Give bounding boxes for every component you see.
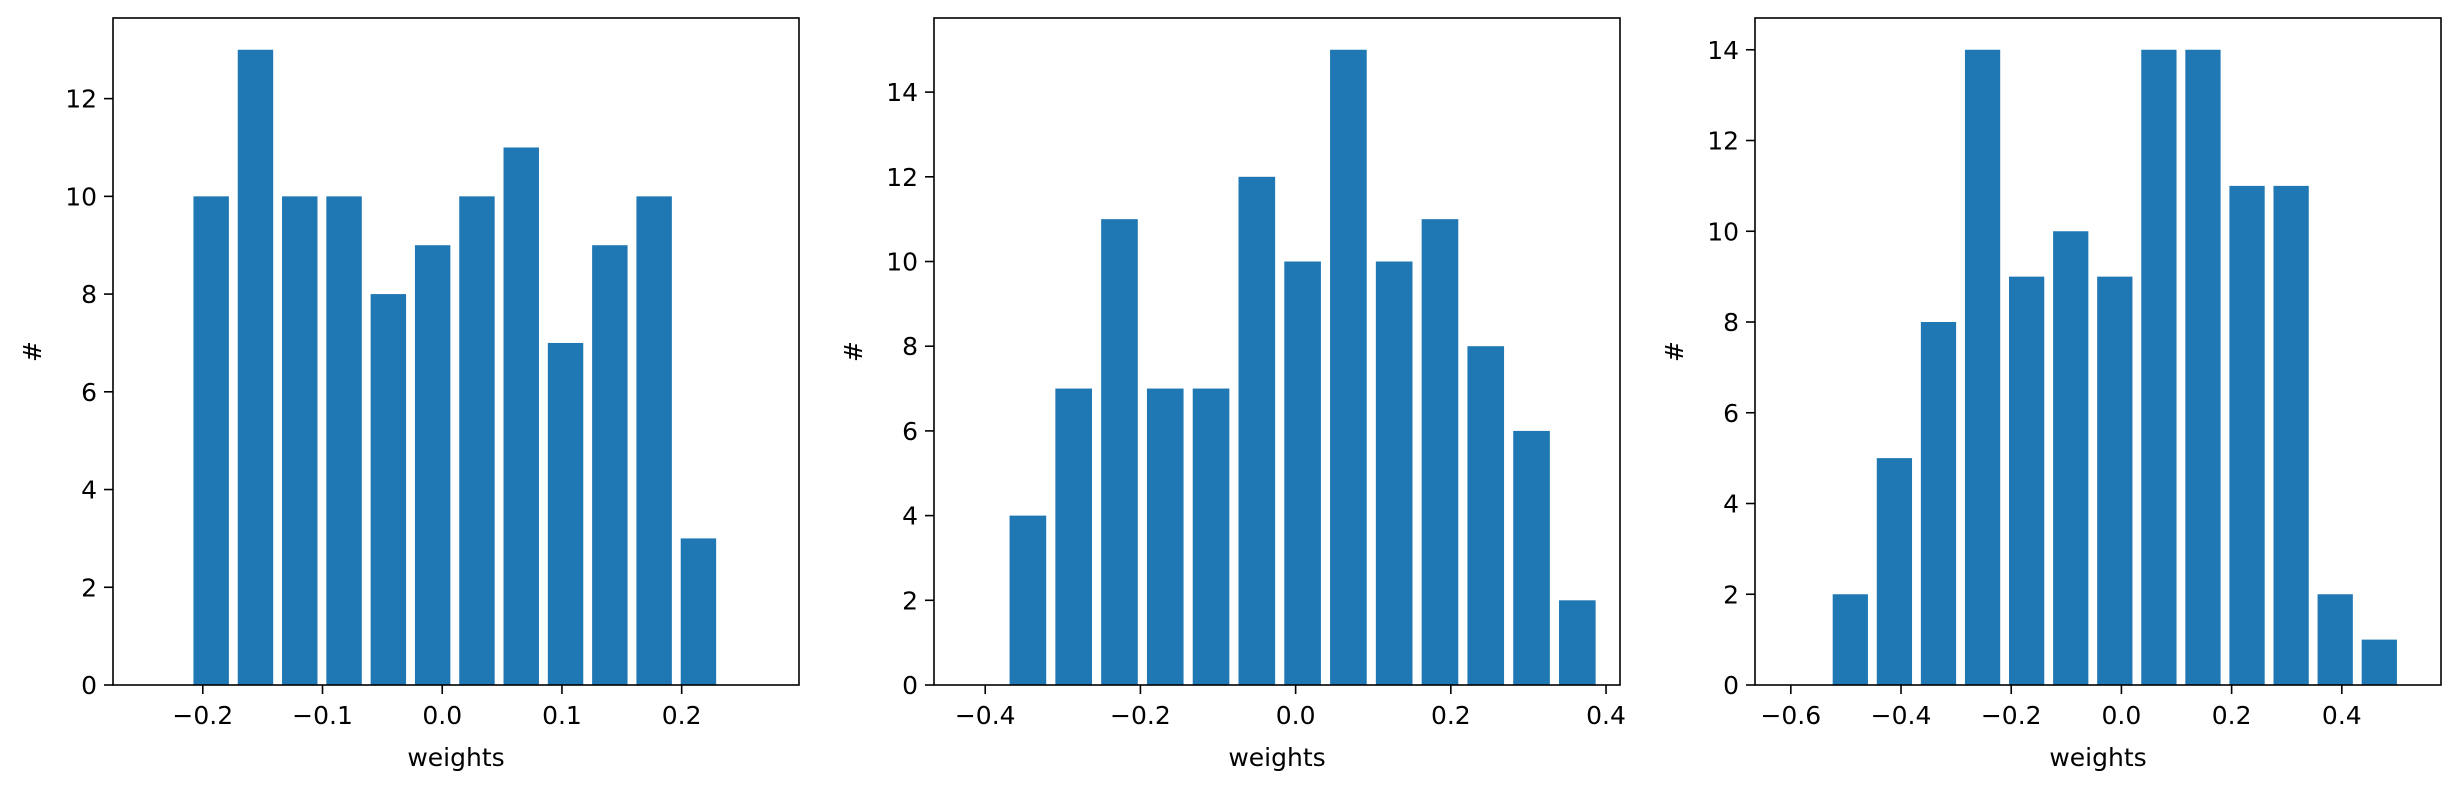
bar-10	[592, 245, 628, 685]
x-tick-label: −0.4	[955, 701, 1016, 730]
bar-5	[2009, 276, 2045, 685]
y-tick-label: 4	[902, 502, 918, 531]
x-tick-label: 0.2	[662, 701, 702, 730]
histogram-panel-2: −0.4 −0.2 0.0 0.2 0.4 0 2 4 6 8 10 12 14 weights #	[839, 17, 1626, 772]
bar-5	[370, 294, 407, 685]
x-tick-label: 0.2	[1431, 701, 1471, 730]
bar-11	[1467, 346, 1505, 685]
bar-6	[2053, 231, 2089, 686]
x-tick-label: 0.2	[2212, 701, 2252, 730]
bar-8	[503, 147, 539, 685]
bar-7	[1284, 261, 1321, 685]
y-tick-label: 0	[1723, 671, 1739, 700]
x-tick-label: 0.4	[1586, 701, 1626, 730]
bar-10	[2229, 185, 2265, 686]
bar-1	[1009, 515, 1047, 685]
bar-1	[1832, 594, 1868, 685]
y-axis-title: #	[18, 341, 47, 362]
x-tick-label: 0.0	[1276, 701, 1316, 730]
x-axis-title: weights	[1228, 743, 1325, 772]
y-tick-label: 0	[902, 671, 918, 700]
bar-1	[193, 196, 229, 685]
y-tick-label: 12	[1707, 127, 1739, 156]
bar-4	[1146, 388, 1184, 685]
y-tick-label: 4	[1723, 490, 1739, 519]
bar-7	[459, 196, 495, 685]
x-tick-label: 0.4	[2322, 701, 2362, 730]
bar-4	[326, 196, 362, 685]
x-tick-label: −0.1	[292, 701, 353, 730]
bar-9	[1375, 261, 1413, 685]
x-tick-label: 0.1	[542, 701, 582, 730]
histogram-panel-1: −0.2 −0.1 0.0 0.1 0.2 0 2 4 6 8 10 12 weights #	[18, 17, 800, 772]
bar-4	[1964, 49, 2001, 686]
axes-frame	[112, 17, 800, 686]
x-tick-label: −0.2	[1110, 701, 1171, 730]
bar-8	[1330, 49, 1367, 686]
bar-7	[2097, 276, 2133, 685]
y-tick-label: 14	[1707, 36, 1739, 65]
bar-12	[680, 538, 717, 685]
y-tick-label: 2	[1723, 580, 1739, 609]
bar-8	[2141, 49, 2177, 686]
y-tick-label: 2	[81, 573, 97, 602]
y-tick-label: 0	[81, 671, 97, 700]
x-tick-label: 0.0	[2102, 701, 2142, 730]
bar-12	[2317, 594, 2353, 685]
y-tick-label: 12	[886, 163, 918, 192]
histogram-panel-3: −0.6 −0.4 −0.2 0.0 0.2 0.4 0 2 4 6 8 10 12 14 weights #	[1660, 17, 2442, 772]
bar-9	[2185, 49, 2221, 686]
bar-3	[1920, 322, 1957, 685]
bar-5	[1192, 388, 1230, 685]
bar-13	[2361, 639, 2397, 685]
axes-frame	[1754, 17, 2442, 686]
y-tick-label: 10	[65, 182, 97, 211]
bar-9	[547, 342, 584, 685]
bar-6	[1238, 176, 1276, 686]
y-axis-title: #	[1660, 341, 1689, 362]
bar-2	[237, 49, 274, 686]
y-tick-label: 14	[886, 78, 918, 107]
bar-3	[1101, 219, 1138, 685]
bar-12	[1513, 430, 1550, 685]
y-tick-label: 12	[65, 85, 97, 114]
bar-3	[282, 196, 318, 685]
y-tick-label: 2	[902, 586, 918, 615]
x-tick-label: −0.2	[172, 701, 233, 730]
bar-2	[1055, 388, 1092, 685]
bar-2	[1876, 458, 1913, 685]
bar-10	[1421, 219, 1459, 685]
y-tick-label: 10	[1707, 217, 1739, 246]
bar-11	[2273, 185, 2309, 686]
y-tick-label: 8	[1723, 308, 1739, 337]
x-tick-label: −0.4	[1871, 701, 1932, 730]
y-tick-label: 6	[81, 378, 97, 407]
y-tick-label: 6	[1723, 399, 1739, 428]
axes-frame	[933, 17, 1621, 686]
bar-11	[636, 196, 672, 685]
bar-13	[1559, 600, 1596, 685]
y-axis-title: #	[839, 341, 868, 362]
y-tick-label: 4	[81, 476, 97, 505]
x-tick-label: −0.6	[1760, 701, 1821, 730]
x-axis-title: weights	[407, 743, 504, 772]
bar-6	[414, 245, 451, 685]
y-tick-label: 10	[886, 248, 918, 277]
y-tick-label: 6	[902, 417, 918, 446]
x-tick-label: 0.0	[422, 701, 462, 730]
x-axis-title: weights	[2049, 743, 2146, 772]
y-tick-label: 8	[81, 280, 97, 309]
y-tick-label: 8	[902, 332, 918, 361]
x-tick-label: −0.2	[1981, 701, 2042, 730]
